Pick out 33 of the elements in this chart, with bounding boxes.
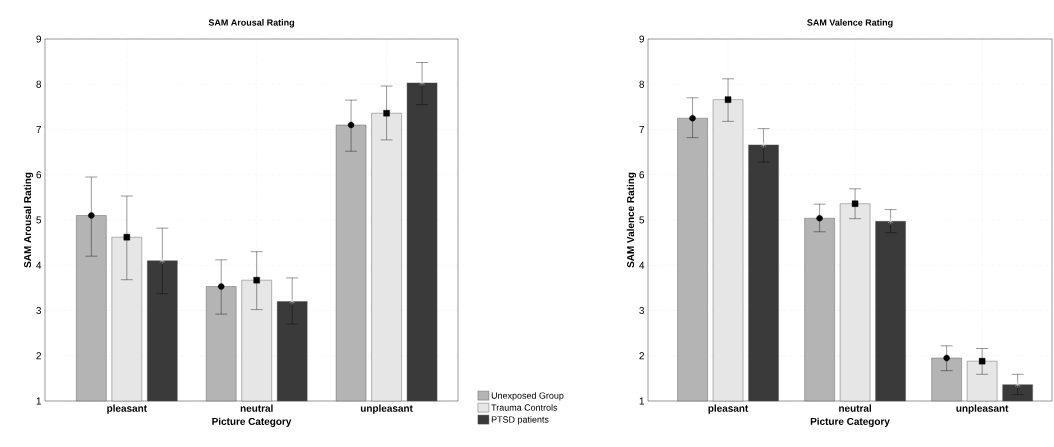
y-tick-label: 7 <box>36 126 41 133</box>
y-tick-label: 6 <box>639 171 645 179</box>
y-tick-label: 1 <box>639 397 645 405</box>
x-tick-label: pleasant <box>107 404 147 414</box>
chart-title: SAM Valence Rating <box>807 19 893 28</box>
y-tick-label: 9 <box>639 35 645 43</box>
x-axis-title: Picture Category <box>212 417 292 427</box>
y-tick-label: 3 <box>36 306 42 315</box>
x-axis-title: Picture Category <box>810 417 890 427</box>
x-tick-label: pleasant <box>708 404 749 414</box>
y-tick-label: 6 <box>36 171 42 179</box>
legend-label: PTSD patients <box>491 416 549 425</box>
y-axis-title: SAM Valence Rating <box>626 172 637 268</box>
y-tick-label: 1 <box>36 397 41 405</box>
y-tick-label: 3 <box>639 306 645 315</box>
y-tick-label: 9 <box>36 35 42 43</box>
y-tick-label: 4 <box>639 261 645 269</box>
y-tick-label: 2 <box>639 352 644 360</box>
chart-title: SAM Arousal Rating <box>208 19 294 28</box>
y-tick-label: 5 <box>36 216 42 224</box>
y-tick-label: 5 <box>639 216 645 224</box>
x-tick-label: unpleasant <box>956 404 1009 414</box>
y-tick-label: 4 <box>36 261 42 269</box>
x-tick-label: unpleasant <box>360 404 413 414</box>
y-tick-label: 2 <box>36 352 41 360</box>
x-tick-label: neutral <box>839 404 871 412</box>
y-tick-label: 7 <box>639 126 644 133</box>
legend-label: Trauma Controls <box>491 404 558 411</box>
x-tick-label: neutral <box>240 404 273 412</box>
y-tick-label: 8 <box>639 80 645 88</box>
legend-label: Unexposed Group <box>491 392 564 401</box>
y-tick-label: 8 <box>36 80 42 88</box>
y-axis-title: SAM Arousal Rating <box>23 172 34 268</box>
